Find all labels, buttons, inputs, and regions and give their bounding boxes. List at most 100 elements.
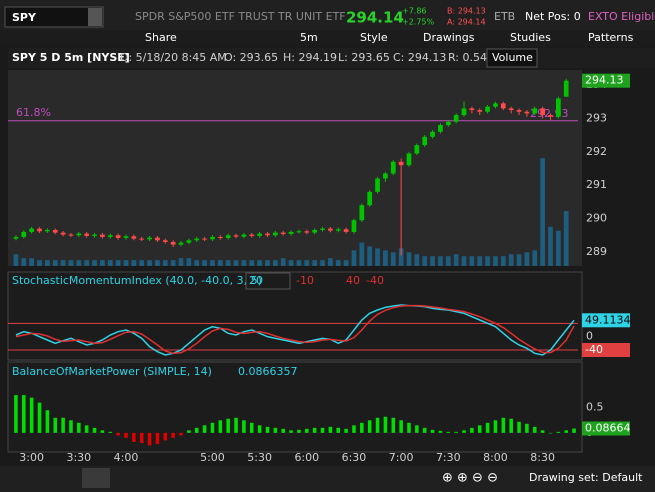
top-bar: [0, 0, 655, 30]
patterns-button[interactable]: Patterns: [588, 31, 634, 44]
volume-bar: [170, 260, 176, 266]
stat: R: 0.54: [448, 51, 487, 64]
style-button[interactable]: Style: [360, 31, 388, 44]
histogram-bar: [454, 431, 458, 433]
candle-body: [37, 228, 42, 232]
histogram-bar: [14, 395, 18, 433]
x-tick-label: 3:00: [19, 451, 44, 464]
drawings-button[interactable]: Drawings: [423, 31, 475, 44]
histogram-bar: [320, 427, 325, 433]
histogram-bar: [155, 432, 160, 444]
symbol-box[interactable]: [4, 6, 104, 28]
volume-bar: [84, 260, 90, 266]
histogram-bar: [328, 426, 333, 433]
histogram-bar: [399, 420, 403, 433]
description: SPDR S&P500 ETF TRUST TR UNIT ETF: [135, 10, 346, 23]
candle-body: [351, 220, 357, 232]
histogram-bar: [84, 425, 89, 433]
smi-avg-value: -10: [296, 274, 314, 287]
volume-bar: [76, 260, 82, 266]
histogram-bar: [273, 427, 278, 433]
volume-bar: [304, 260, 310, 266]
exto[interactable]: EXTO Eligible: [588, 10, 655, 23]
histogram-bar: [132, 432, 136, 442]
smi-level-label-box: [582, 343, 630, 357]
histogram-bar: [226, 418, 230, 433]
change-pct: +2.75%: [402, 18, 435, 27]
candle-body: [84, 233, 90, 236]
histogram-bar: [375, 417, 380, 433]
candle-body: [453, 115, 459, 122]
candle-body: [280, 232, 286, 234]
change: +7.86: [402, 7, 427, 16]
histogram-bar: [147, 432, 152, 446]
histogram-bar: [289, 430, 293, 433]
share-button[interactable]: Share: [145, 31, 177, 44]
y-tick-label: 290: [586, 212, 607, 225]
interval-button[interactable]: 5m: [300, 31, 318, 44]
volume-bar: [147, 260, 152, 266]
drawing-set[interactable]: Drawing set: Default: [529, 471, 643, 484]
volume-bar: [217, 260, 223, 266]
histogram-bar: [257, 425, 262, 433]
histogram-bar: [297, 429, 301, 433]
histogram-bar: [116, 432, 120, 436]
candle-body: [147, 237, 152, 240]
histogram-bar: [572, 428, 576, 433]
volume-bar: [225, 260, 231, 266]
symbol-dropdown[interactable]: [88, 8, 102, 26]
histogram-bar: [202, 425, 207, 433]
candle-body: [139, 238, 145, 240]
smi-last-label: 49.1134: [585, 313, 631, 326]
histogram-bar: [470, 427, 474, 433]
candle-body: [359, 205, 365, 221]
candle-body: [367, 191, 373, 206]
scroll-handle[interactable]: [82, 468, 110, 488]
candle-body: [241, 234, 247, 237]
zoom-icons[interactable]: ⊕ ⊕ ⊖ ⊖: [442, 471, 498, 486]
candle-body: [68, 234, 74, 236]
candle-body: [406, 153, 412, 166]
volume-bar: [280, 258, 286, 266]
candle-body: [469, 108, 475, 111]
candle-body: [233, 235, 239, 237]
histogram-bar: [525, 423, 529, 433]
volume-bar: [52, 260, 58, 266]
candle-body: [265, 233, 270, 236]
candle-body: [414, 145, 420, 154]
candle-body: [186, 240, 192, 243]
histogram-bar: [265, 426, 270, 433]
candle-body: [508, 108, 514, 111]
candle-body: [445, 121, 451, 126]
y-tick-label: 293: [586, 111, 607, 124]
histogram-bar: [305, 428, 309, 433]
candle-body: [162, 240, 168, 242]
candle-body: [383, 173, 388, 179]
y-tick-label: 0: [586, 330, 593, 343]
volume-bar: [21, 258, 27, 266]
volume-bar: [288, 260, 294, 266]
volume-bar: [414, 254, 420, 266]
volume-bar: [178, 258, 184, 266]
histogram-bar: [312, 427, 317, 433]
volume-bar: [477, 256, 483, 266]
candle-body: [52, 229, 58, 233]
chart-title: SPY 5 D 5m [NYSE]: [12, 51, 130, 64]
histogram-bar: [234, 417, 238, 433]
volume-bar: [123, 260, 129, 266]
x-tick-label: 8:00: [483, 451, 508, 464]
stat: C: 294.13: [393, 51, 446, 64]
histogram-bar: [344, 428, 348, 433]
bop-last-label-box: [582, 421, 630, 436]
histogram-bar: [501, 417, 506, 433]
volume-bar: [375, 248, 380, 266]
volume-bar: [335, 260, 341, 266]
histogram-bar: [77, 422, 81, 433]
studies-button[interactable]: Studies: [510, 31, 551, 44]
histogram-bar: [493, 420, 498, 433]
volume-bar: [320, 260, 325, 266]
volume-bar: [383, 250, 388, 266]
candle-body: [540, 108, 545, 116]
volume-bar: [555, 230, 561, 266]
volume-box[interactable]: [486, 48, 538, 68]
